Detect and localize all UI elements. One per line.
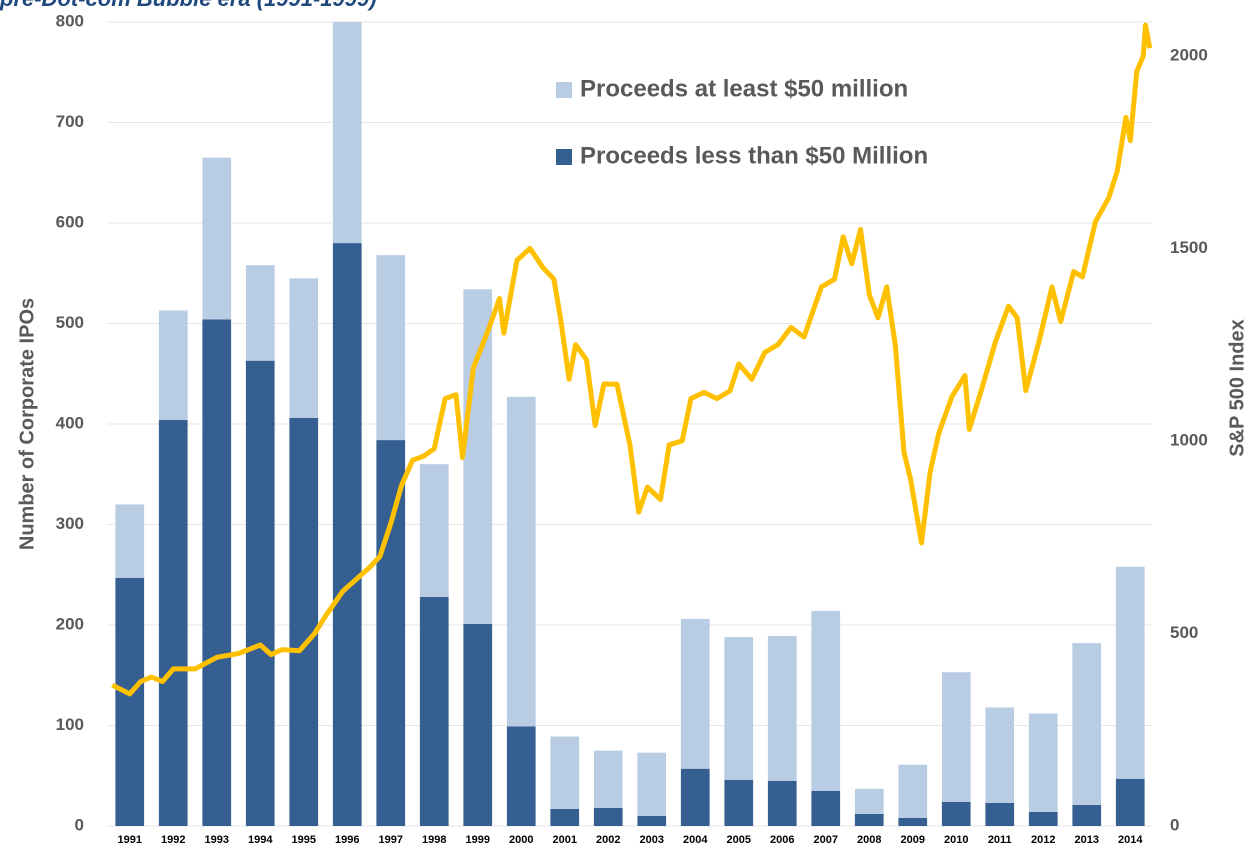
bar-segment xyxy=(637,815,667,826)
y-tick-label: 700 xyxy=(56,112,84,131)
bar-segment xyxy=(1072,804,1102,826)
x-tick-label: 1992 xyxy=(161,834,185,846)
bar-segment xyxy=(419,464,449,597)
bar-segment xyxy=(463,289,493,624)
x-tick-label: 1993 xyxy=(205,834,229,846)
bar-segment xyxy=(463,623,493,826)
y-tick-label: 800 xyxy=(56,11,84,30)
x-tick-label: 1994 xyxy=(248,834,273,846)
y2-tick-label: 500 xyxy=(1170,623,1198,642)
legend-label: Proceeds less than $50 Million xyxy=(580,142,928,169)
y-tick-label: 100 xyxy=(56,715,84,734)
bar-segment xyxy=(245,265,275,361)
x-tick-label: 2013 xyxy=(1075,834,1099,846)
bar-segment xyxy=(941,801,971,826)
bar-segment xyxy=(289,278,319,418)
bar-segment xyxy=(376,255,406,441)
y2-tick-label: 0 xyxy=(1170,815,1179,834)
y-tick-label: 0 xyxy=(75,815,84,834)
bar-segment xyxy=(637,752,667,816)
x-tick-label: 2011 xyxy=(988,834,1012,846)
bar-segment xyxy=(158,419,188,826)
x-tick-label: 1999 xyxy=(466,834,490,846)
bar-segment xyxy=(550,736,580,809)
y-tick-label: 600 xyxy=(56,212,84,231)
bar-segment xyxy=(680,618,710,769)
bar-segment xyxy=(811,790,841,826)
x-tick-label: 1996 xyxy=(335,834,359,846)
x-tick-label: 2001 xyxy=(553,834,577,846)
bar-segment xyxy=(854,813,884,826)
legend-label: Proceeds at least $50 million xyxy=(580,75,908,102)
x-tick-label: 2004 xyxy=(683,834,708,846)
bar-segment xyxy=(158,310,188,420)
bar-segment xyxy=(202,319,232,826)
x-tick-label: 2005 xyxy=(727,834,751,846)
y-tick-label: 300 xyxy=(56,514,84,533)
bar-segment xyxy=(985,707,1015,803)
bar-segment xyxy=(506,726,536,826)
y-axis-title: Number of Corporate IPOs xyxy=(16,298,38,550)
bar-segment xyxy=(1028,811,1058,826)
bar-segment xyxy=(332,22,362,244)
bar-segment xyxy=(1028,713,1058,812)
bar-segment xyxy=(376,440,406,826)
x-tick-label: 2012 xyxy=(1031,834,1055,846)
bar-segment xyxy=(985,802,1015,826)
y2-tick-label: 1500 xyxy=(1170,238,1208,257)
x-tick-label: 1998 xyxy=(422,834,446,846)
x-tick-label: 2000 xyxy=(509,834,533,846)
bar-segment xyxy=(1115,566,1145,779)
legend-swatch xyxy=(556,82,572,98)
x-tick-label: 2003 xyxy=(640,834,664,846)
x-tick-label: 1991 xyxy=(118,834,142,846)
bar-segment xyxy=(245,360,275,826)
x-tick-label: 2006 xyxy=(770,834,794,846)
bar-segment xyxy=(332,243,362,827)
bar-segment xyxy=(593,807,623,826)
bar-segment xyxy=(854,788,884,814)
bar-segment xyxy=(898,764,928,818)
sp500-line xyxy=(111,22,1153,697)
bar-segment xyxy=(767,780,797,826)
bar-segment xyxy=(550,808,580,826)
x-tick-label: 1995 xyxy=(292,834,316,846)
x-tick-label: 2008 xyxy=(857,834,881,846)
bar-segment xyxy=(202,157,232,320)
y2-axis-title: S&P 500 Index xyxy=(1226,319,1248,456)
bar-segment xyxy=(724,637,754,780)
x-tick-label: 1997 xyxy=(379,834,403,846)
bar-segment xyxy=(289,417,319,826)
y2-tick-label: 2000 xyxy=(1170,45,1208,64)
bar-segment xyxy=(1115,778,1145,826)
legend-swatch xyxy=(556,149,572,165)
bar-segment xyxy=(115,504,145,578)
bar-segment xyxy=(941,672,971,802)
bar-segment xyxy=(724,779,754,826)
bar-segment xyxy=(1072,643,1102,805)
y-tick-label: 500 xyxy=(56,313,84,332)
y2-tick-label: 1000 xyxy=(1170,430,1208,449)
x-tick-label: 2009 xyxy=(901,834,925,846)
x-tick-label: 2007 xyxy=(814,834,838,846)
bar-segment xyxy=(811,610,841,791)
x-tick-label: 2010 xyxy=(944,834,968,846)
y-tick-label: 200 xyxy=(56,614,84,633)
bar-segment xyxy=(680,768,710,826)
bar-segment xyxy=(419,596,449,826)
bar-segment xyxy=(898,817,928,826)
x-tick-label: 2002 xyxy=(596,834,620,846)
y-tick-label: 400 xyxy=(56,413,84,432)
x-tick-label: 2014 xyxy=(1118,834,1143,846)
chart-title: pre-Dot-com Bubble era (1991-1999) xyxy=(0,0,377,11)
bar-segment xyxy=(506,396,536,727)
bar-segment xyxy=(115,577,145,826)
bar-segment xyxy=(593,750,623,808)
bar-segment xyxy=(767,636,797,781)
